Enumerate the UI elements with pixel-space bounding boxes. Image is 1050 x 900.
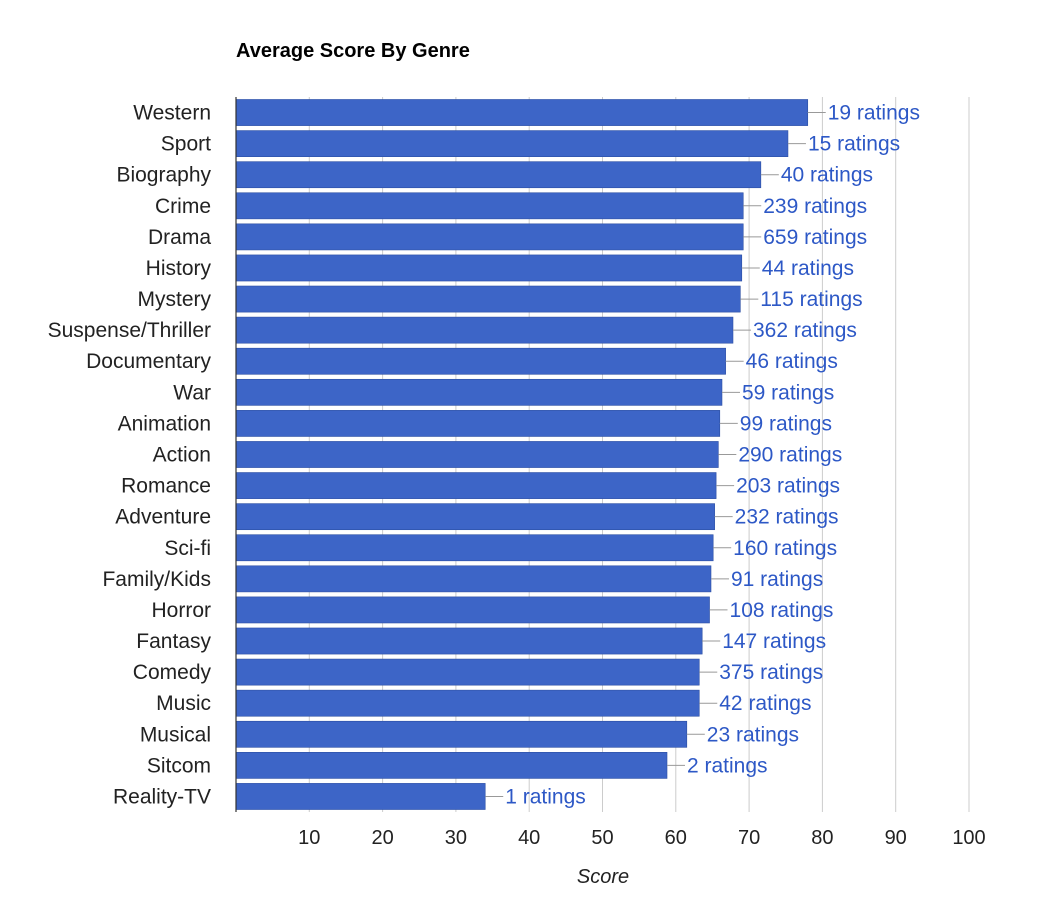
bar [235,689,700,717]
data-label: 362 ratings [753,319,857,342]
data-label: 203 ratings [736,475,840,498]
category-label: Documentary [86,350,211,373]
data-label: 115 ratings [760,288,862,311]
category-label: Suspense/Thriller [48,319,211,342]
category-label: Musical [140,723,211,746]
bar [235,192,744,220]
x-tick-label: 80 [811,827,833,849]
bar [235,720,688,748]
x-tick-label: 30 [445,827,467,849]
x-tick-label: 40 [518,827,540,849]
x-tick-label: 90 [885,827,907,849]
data-label: 232 ratings [735,506,839,529]
category-label: Fantasy [136,630,211,653]
data-label: 40 ratings [781,164,873,187]
bar [235,534,714,562]
x-tick-label: 70 [738,827,760,849]
x-tick-label: 10 [298,827,320,849]
bar [235,285,741,313]
bar [235,378,723,406]
bar [235,99,809,126]
data-label: 59 ratings [742,381,834,404]
category-label: Western [133,102,211,125]
bar [235,410,721,437]
category-label: Drama [148,226,211,249]
bars [235,99,809,810]
category-label: Action [153,444,211,467]
x-tick-label: 50 [591,827,613,849]
x-axis-title: Score [577,866,629,888]
data-label: 15 ratings [808,133,900,156]
category-label: Animation [118,412,211,435]
category-label: Music [156,692,211,715]
x-tick-label: 100 [952,827,985,849]
bar [235,441,719,468]
data-label: 108 ratings [730,599,834,622]
data-label: 44 ratings [762,257,854,280]
data-label: 659 ratings [763,226,867,249]
category-label: Reality-TV [113,785,211,808]
data-label: 23 ratings [707,723,799,746]
bar [235,347,726,375]
category-label: Sitcom [147,754,211,777]
bar [235,658,700,686]
bar [235,503,715,531]
bar [235,316,734,344]
x-tick-label: 60 [665,827,687,849]
category-label: War [173,381,211,404]
data-label: 19 ratings [828,102,920,125]
category-label: History [146,257,212,280]
bar [235,254,743,282]
labels: Western 19 ratings Sport 15 ratings Biograph… [48,102,920,809]
data-label: 42 ratings [719,692,811,715]
bar [235,223,744,251]
data-label: 147 ratings [722,630,826,653]
category-label: Adventure [115,506,211,529]
category-label: Horror [151,599,211,622]
data-label: 2 ratings [687,754,768,777]
data-label: 1 ratings [505,785,586,808]
data-label: 46 ratings [746,350,838,373]
category-label: Crime [155,195,211,218]
axes: 10 20 30 40 50 60 70 80 90 100 [235,97,986,849]
data-label: 91 ratings [731,568,823,591]
bar [235,161,762,189]
category-label: Romance [121,475,211,498]
category-label: Sci-fi [164,537,211,560]
bar [235,472,717,499]
bar [235,783,486,810]
category-label: Family/Kids [102,568,211,591]
x-tick-label: 20 [371,827,393,849]
category-label: Biography [116,164,211,187]
bar [235,627,703,655]
bar [235,596,710,624]
data-label: 239 ratings [763,195,867,218]
category-label: Mystery [138,288,212,311]
bar [235,565,712,593]
data-label: 375 ratings [719,661,823,684]
category-label: Comedy [133,661,212,684]
bar [235,130,789,157]
bar [235,752,668,779]
chart-title: Average Score By Genre [236,40,470,62]
data-label: 99 ratings [740,412,832,435]
category-label: Sport [161,133,211,156]
data-label: 290 ratings [738,444,842,467]
data-label: 160 ratings [733,537,837,560]
